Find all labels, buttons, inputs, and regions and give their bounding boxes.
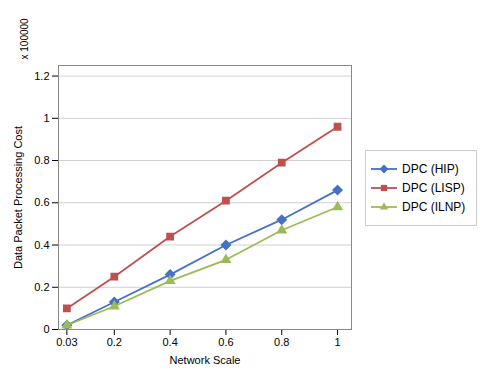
html-text:DPC (HIP): DPC (HIP) — [402, 161, 459, 176]
svg-text:0.03: 0.03 — [56, 336, 77, 348]
svg-text:0.8: 0.8 — [274, 336, 289, 348]
svg-text:0.2: 0.2 — [34, 280, 49, 292]
svg-text:0.6: 0.6 — [218, 336, 233, 348]
html-text:DPC (LISP): DPC (LISP) — [402, 180, 465, 195]
html-text:DPC (ILNP): DPC (ILNP) — [402, 199, 466, 214]
svg-text:x 100000: x 100000 — [19, 17, 30, 59]
svg-text:0.6: 0.6 — [34, 196, 49, 208]
svg-text:0.4: 0.4 — [162, 336, 177, 348]
svg-text:1: 1 — [43, 111, 49, 123]
svg-text:Network Scale: Network Scale — [170, 353, 241, 365]
svg-text:0.8: 0.8 — [34, 154, 49, 166]
svg-text:0: 0 — [43, 323, 49, 335]
svg-text:0.4: 0.4 — [34, 238, 49, 250]
svg-text:1.2: 1.2 — [34, 69, 49, 81]
svg-text:Data Packet Processing Cost: Data Packet Processing Cost — [12, 125, 24, 268]
svg-text:0.2: 0.2 — [107, 336, 122, 348]
svg-text:1: 1 — [334, 336, 340, 348]
